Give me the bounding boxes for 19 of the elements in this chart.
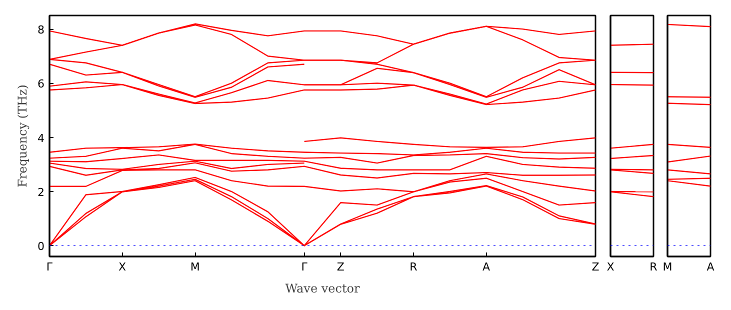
- x-tick-label: X: [606, 260, 615, 274]
- y-tick-label: 4: [38, 132, 44, 145]
- y-tick-label: 8: [38, 24, 44, 37]
- x-tick-label: Z: [336, 260, 345, 274]
- x-tick-label: A: [706, 260, 715, 274]
- x-tick-label: M: [190, 260, 200, 274]
- x-tick-label: Γ: [46, 260, 54, 274]
- x-axis-title: Wave vector: [285, 282, 360, 296]
- y-tick-label: 2: [38, 186, 44, 200]
- y-tick-label: 0: [38, 240, 44, 254]
- x-tick-label: R: [410, 260, 418, 274]
- x-tick-label: Z: [592, 260, 600, 274]
- x-tick-label: R: [650, 260, 658, 274]
- x-tick-label: Γ: [301, 260, 308, 274]
- y-axis-title: Frequency (THz): [16, 84, 30, 188]
- x-tick-label: M: [662, 260, 672, 274]
- y-tick-label: 6: [38, 78, 44, 91]
- x-tick-label: A: [482, 260, 491, 274]
- x-tick-label: X: [118, 260, 127, 274]
